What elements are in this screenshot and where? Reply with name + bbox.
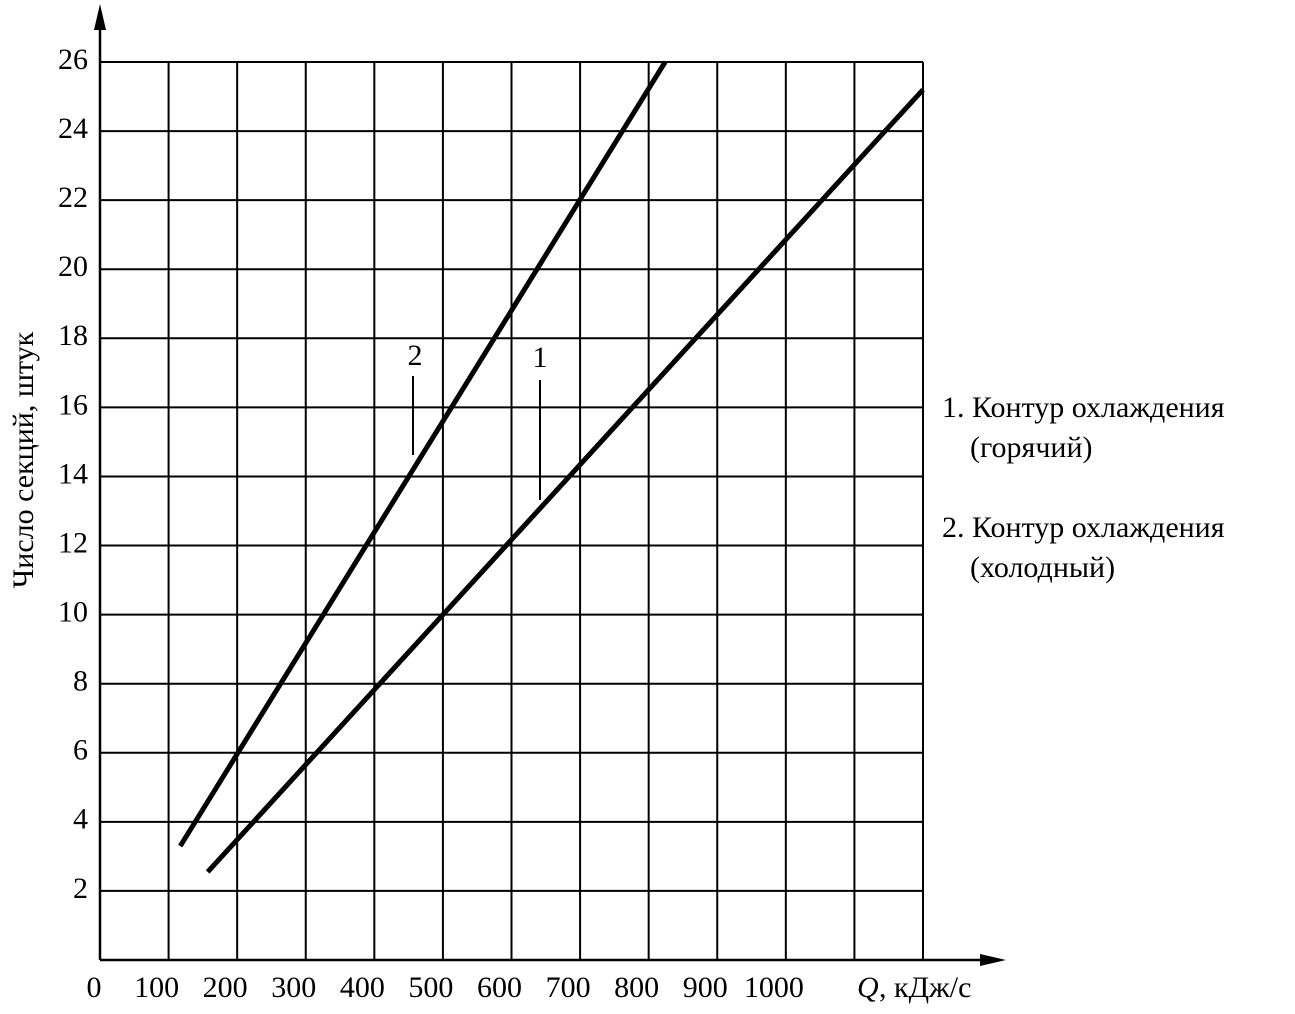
y-tick-label: 4 bbox=[73, 803, 88, 836]
x-tick-label: 0 bbox=[87, 971, 102, 1004]
legend-title: 2. Контур охлаждения bbox=[942, 511, 1225, 544]
x-axis-symbol: Q bbox=[857, 971, 879, 1004]
y-tick-label: 16 bbox=[58, 388, 88, 421]
y-tick-label: 8 bbox=[73, 665, 88, 698]
legend-sub: (горячий) bbox=[970, 431, 1093, 464]
x-tick-label: 600 bbox=[477, 971, 522, 1004]
legend-sub: (холодный) bbox=[970, 551, 1115, 584]
x-tick-label: 800 bbox=[614, 971, 659, 1004]
x-tick-label: 300 bbox=[271, 971, 316, 1004]
y-tick-label: 20 bbox=[58, 250, 88, 283]
y-tick-label: 22 bbox=[58, 181, 88, 214]
x-tick-label: 200 bbox=[203, 971, 248, 1004]
series-line bbox=[178, 60, 668, 848]
y-tick-label: 6 bbox=[73, 734, 88, 767]
y-tick-label: 12 bbox=[58, 526, 88, 559]
x-tick-label: 700 bbox=[546, 971, 591, 1004]
y-tick-label: 2 bbox=[73, 872, 88, 905]
series-label: 1 bbox=[533, 341, 548, 374]
y-tick-label: 24 bbox=[58, 112, 88, 145]
x-arrow bbox=[980, 954, 1006, 966]
x-tick-label: 400 bbox=[340, 971, 385, 1004]
x-tick-label: 100 bbox=[134, 971, 179, 1004]
x-tick-label: 1000 bbox=[744, 971, 804, 1004]
series-line bbox=[205, 87, 925, 874]
x-axis-unit: , кДж/с bbox=[879, 971, 971, 1004]
y-tick-label: 18 bbox=[58, 319, 88, 352]
y-tick-label: 26 bbox=[58, 43, 88, 76]
series-label: 2 bbox=[408, 339, 423, 372]
y-tick-label: 10 bbox=[58, 596, 88, 629]
y-tick-label: 14 bbox=[58, 457, 88, 490]
y-arrow bbox=[94, 4, 106, 30]
x-tick-label: 900 bbox=[683, 971, 728, 1004]
x-tick-label: 500 bbox=[408, 971, 453, 1004]
y-axis-label: Число секций, штук bbox=[7, 331, 40, 588]
legend-title: 1. Контур охлаждения bbox=[942, 391, 1225, 424]
